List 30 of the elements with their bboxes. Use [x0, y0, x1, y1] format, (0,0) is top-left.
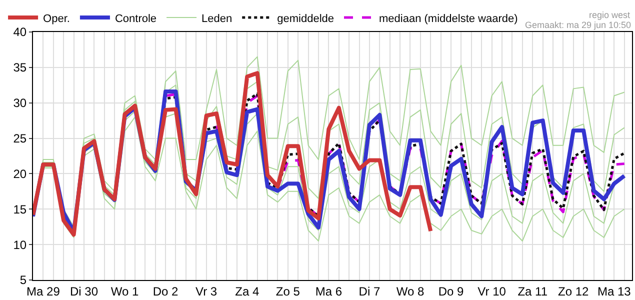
- text: regio west: [589, 10, 631, 20]
- y-tick-label: 15: [13, 202, 27, 216]
- y-tick-label: 40: [13, 25, 27, 40]
- x-tick-label: Ma 29: [26, 284, 60, 298]
- x-tick-label: Vr 10: [478, 284, 506, 298]
- x-tick-label: Ma 6: [315, 284, 342, 298]
- x-tick-label: Vr 3: [196, 284, 218, 298]
- x-tick-label: Ma 13: [597, 284, 632, 298]
- x-tick-label: Di 30: [70, 284, 98, 298]
- legend-label: Controle: [114, 12, 157, 25]
- x-tick-label: Di 7: [358, 284, 380, 298]
- x-tick-label: Wo 1: [110, 284, 139, 298]
- x-tick-label: Zo 12: [558, 284, 590, 298]
- x-tick-label: Za 4: [235, 284, 260, 298]
- x-tick-label: Do 2: [152, 284, 179, 298]
- x-tick-label: Wo 8: [396, 284, 424, 298]
- legend-label: Oper.: [43, 12, 70, 25]
- y-tick-label: 10: [13, 238, 27, 252]
- x-tick-label: Zo 5: [276, 284, 300, 298]
- x-tick-label: Do 9: [438, 284, 464, 298]
- y-tick-label: 20: [13, 166, 27, 181]
- y-tick-label: 25: [13, 131, 27, 146]
- legend-label: Leden: [202, 12, 232, 25]
- legend-label: mediaan (middelste waarde): [379, 12, 518, 25]
- y-tick-label: 35: [13, 60, 27, 75]
- x-tick-label: Za 11: [518, 284, 548, 298]
- y-tick-label: 5: [20, 273, 27, 288]
- text: Gemaakt: ma 29 jun 10:50: [525, 20, 632, 30]
- legend-label: gemiddelde: [277, 12, 334, 25]
- y-tick-label: 30: [13, 96, 27, 110]
